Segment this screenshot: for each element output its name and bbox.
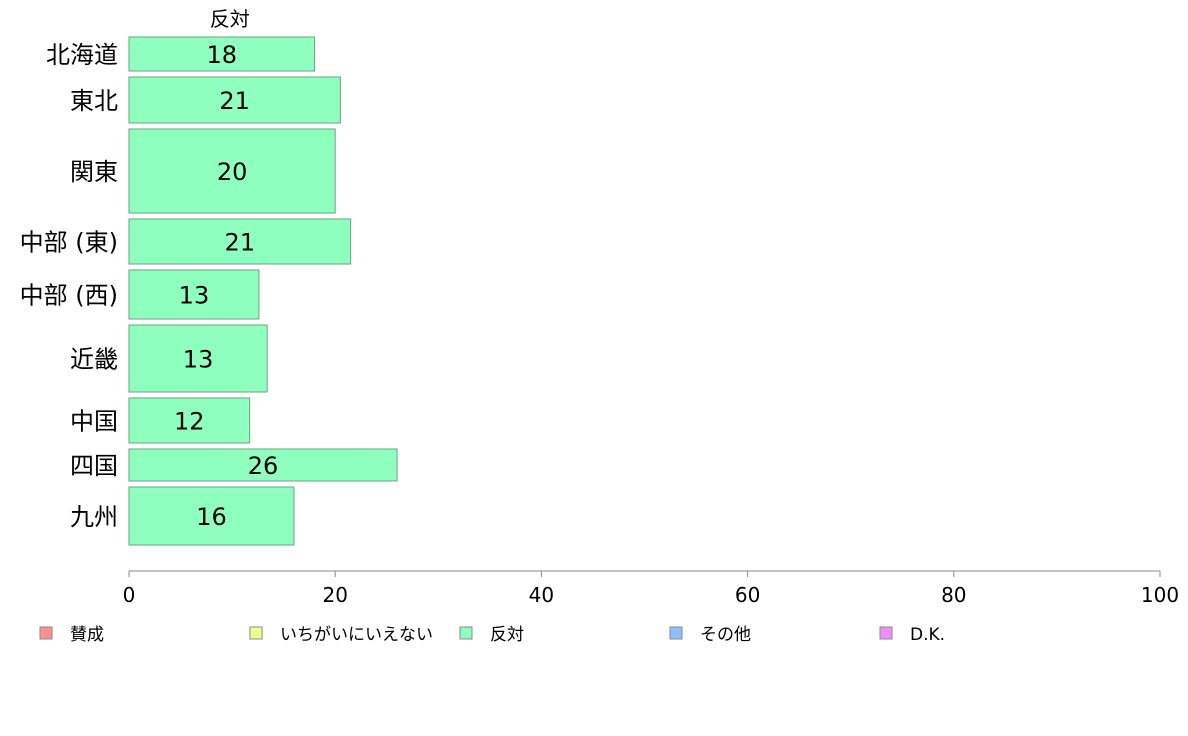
x-tick-label: 80	[941, 583, 966, 607]
bar	[128, 218, 352, 265]
bars-group: 北海道 18 東北 21 関東 20 中部 (東) 21 中部 (西) 13 近畿 13 中国 12 四国 2…	[20, 36, 398, 546]
bar	[128, 448, 398, 482]
category-label: 四国	[70, 452, 118, 480]
value-label: 26	[248, 452, 279, 480]
x-tick-label: 60	[735, 583, 760, 607]
bar	[128, 397, 251, 444]
value-label: 18	[207, 41, 238, 69]
x-tick-label: 40	[529, 583, 554, 607]
bar	[128, 486, 295, 546]
legend-label: 賛成	[70, 625, 104, 645]
value-label: 12	[174, 408, 205, 436]
column-title: 反対	[210, 7, 250, 31]
bar	[128, 76, 341, 124]
x-axis: 0 20 40 60 80 100	[123, 570, 1179, 607]
category-label: 近畿	[70, 346, 118, 374]
bar	[128, 128, 336, 214]
category-label: 中部 (東)	[20, 229, 118, 257]
category-label: 中部 (西)	[20, 282, 118, 310]
x-tick-label: 20	[322, 583, 347, 607]
value-label: 20	[217, 158, 248, 186]
bar	[128, 36, 316, 72]
x-tick-label: 0	[123, 583, 136, 607]
category-label: 中国	[70, 408, 118, 436]
legend: 賛成 いちがいにいえない 反対 その他 D.K.	[39, 625, 945, 645]
legend-swatch	[39, 626, 53, 640]
value-label: 16	[196, 503, 227, 531]
category-label: 東北	[70, 87, 118, 115]
legend-swatch	[249, 626, 263, 640]
legend-swatch	[669, 626, 683, 640]
category-label: 九州	[70, 503, 118, 531]
legend-label: 反対	[490, 625, 524, 645]
category-label: 関東	[70, 158, 118, 186]
category-label: 北海道	[46, 41, 118, 69]
value-label: 13	[179, 282, 210, 310]
value-label: 21	[219, 87, 250, 115]
value-label: 21	[225, 229, 256, 257]
x-tick-label: 100	[1141, 583, 1179, 607]
legend-label: その他	[700, 625, 751, 645]
bar	[128, 269, 260, 320]
legend-label: いちがいにいえない	[280, 625, 433, 645]
legend-swatch	[879, 626, 893, 640]
legend-swatch	[459, 626, 473, 640]
value-label: 13	[183, 346, 214, 374]
legend-label: D.K.	[910, 625, 945, 645]
bar	[128, 324, 268, 393]
